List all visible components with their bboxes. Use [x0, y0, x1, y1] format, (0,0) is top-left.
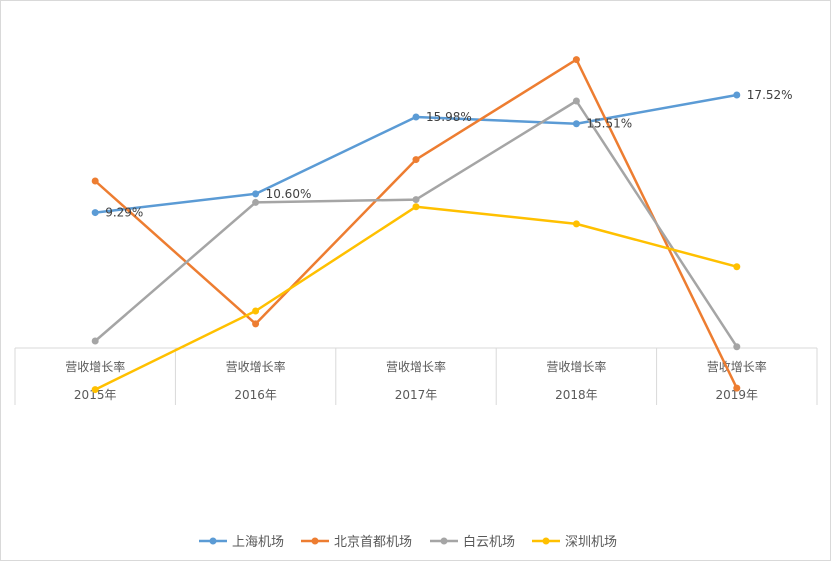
legend-marker [209, 537, 217, 545]
data-point [91, 209, 99, 217]
legend-marker [542, 537, 550, 545]
data-point [91, 386, 99, 394]
data-point [733, 384, 741, 392]
data-point [252, 190, 260, 198]
data-point [572, 120, 580, 128]
category-metric-label: 营收增长率 [226, 359, 286, 374]
legend-label: 北京首都机场 [334, 535, 412, 550]
data-point [91, 177, 99, 185]
data-point [412, 156, 420, 164]
legend-marker [440, 537, 448, 545]
category-year-label: 2019年 [716, 388, 759, 402]
data-point [572, 220, 580, 228]
data-label: 15.51% [586, 117, 632, 131]
data-point [733, 343, 741, 351]
data-point [252, 307, 260, 315]
legend-label: 上海机场 [232, 535, 284, 550]
data-label: 17.52% [747, 88, 793, 102]
data-point [572, 97, 580, 105]
data-point [252, 198, 260, 206]
series-line [93, 58, 739, 390]
series-line [93, 99, 739, 348]
data-label: 9.29% [105, 206, 143, 220]
category-year-label: 2018年 [555, 388, 598, 402]
category-metric-label: 营收增长率 [707, 359, 767, 374]
category-year-label: 2015年 [74, 388, 117, 402]
legend-label: 白云机场 [463, 534, 515, 550]
category-metric-label: 营收增长率 [386, 359, 446, 374]
data-point [252, 320, 260, 328]
category-metric-label: 营收增长率 [546, 359, 606, 374]
category-metric-label: 营收增长率 [65, 359, 125, 374]
data-point [572, 56, 580, 64]
category-year-label: 2016年 [234, 388, 277, 402]
legend-marker [311, 537, 319, 545]
legend-label: 深圳机场 [565, 535, 617, 550]
data-label: 10.60% [266, 187, 312, 201]
data-point [733, 263, 741, 271]
data-point [412, 203, 420, 211]
data-point [412, 113, 420, 121]
data-label: 15.98% [426, 110, 472, 124]
data-point [412, 196, 420, 204]
data-point [733, 91, 741, 99]
data-point [91, 337, 99, 345]
category-year-label: 2017年 [395, 388, 438, 402]
series-line [93, 93, 739, 214]
